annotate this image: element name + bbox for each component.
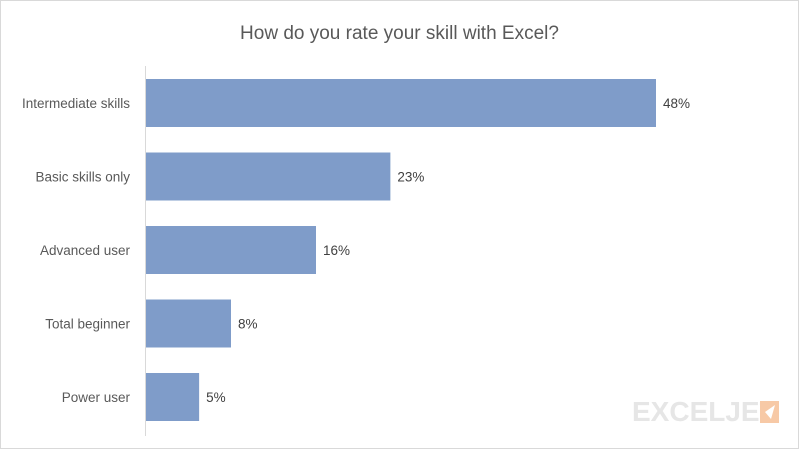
category-label-0: Intermediate skills: [22, 96, 130, 111]
data-label-0: 48%: [663, 96, 690, 111]
category-label-3: Total beginner: [45, 317, 130, 332]
bar-4: [146, 373, 200, 421]
category-label-2: Advanced user: [40, 243, 131, 258]
exceljet-flag-icon: [760, 401, 779, 423]
data-label-1: 23%: [397, 170, 424, 185]
bar-3: [146, 299, 231, 348]
bars-group: Intermediate skills 48% Basic skills only 2…: [22, 79, 690, 421]
category-label-1: Basic skills only: [35, 170, 130, 185]
data-label-2: 16%: [323, 243, 350, 258]
bar-1: [146, 152, 391, 201]
category-label-4: Power user: [62, 390, 131, 405]
bar-2: [146, 226, 316, 274]
chart-title: How do you rate your skill with Excel?: [240, 23, 559, 44]
data-label-4: 5%: [206, 390, 226, 405]
bar-0: [146, 79, 656, 127]
data-label-3: 8%: [238, 317, 258, 332]
exceljet-logo: EXCELJET: [632, 395, 782, 429]
logo-text: EXCELJET: [632, 396, 777, 427]
